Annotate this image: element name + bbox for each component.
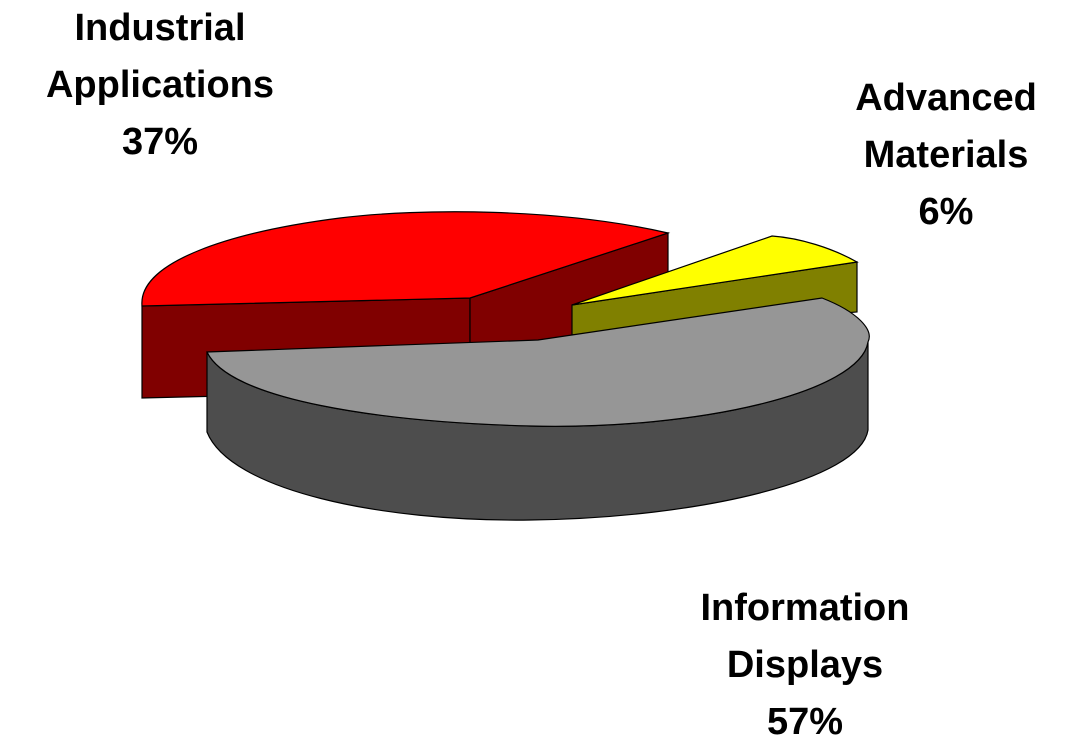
label-info-line-1: Information (700, 587, 910, 629)
pie-slice-information-displays (206, 297, 870, 521)
label-industrial-line-1: Industrial (74, 7, 246, 49)
data-label-advanced-materials: Advanced Materials 6% (806, 70, 1067, 241)
label-advanced-value: 6% (918, 191, 974, 233)
data-label-information-displays: Information Displays 57% (640, 580, 970, 751)
label-info-value: 57% (766, 701, 844, 743)
slice-industrial-top (141, 211, 671, 307)
label-info-line-2: Displays (726, 644, 884, 686)
slice-info-top (206, 297, 870, 427)
label-industrial-line-2: Applications (45, 64, 275, 106)
label-advanced-line-2: Materials (863, 134, 1029, 176)
label-industrial-value: 37% (121, 121, 199, 163)
slice-advanced-top (571, 235, 859, 306)
label-advanced-line-1: Advanced (855, 77, 1037, 119)
data-label-industrial-applications: Industrial Applications 37% (10, 0, 310, 171)
